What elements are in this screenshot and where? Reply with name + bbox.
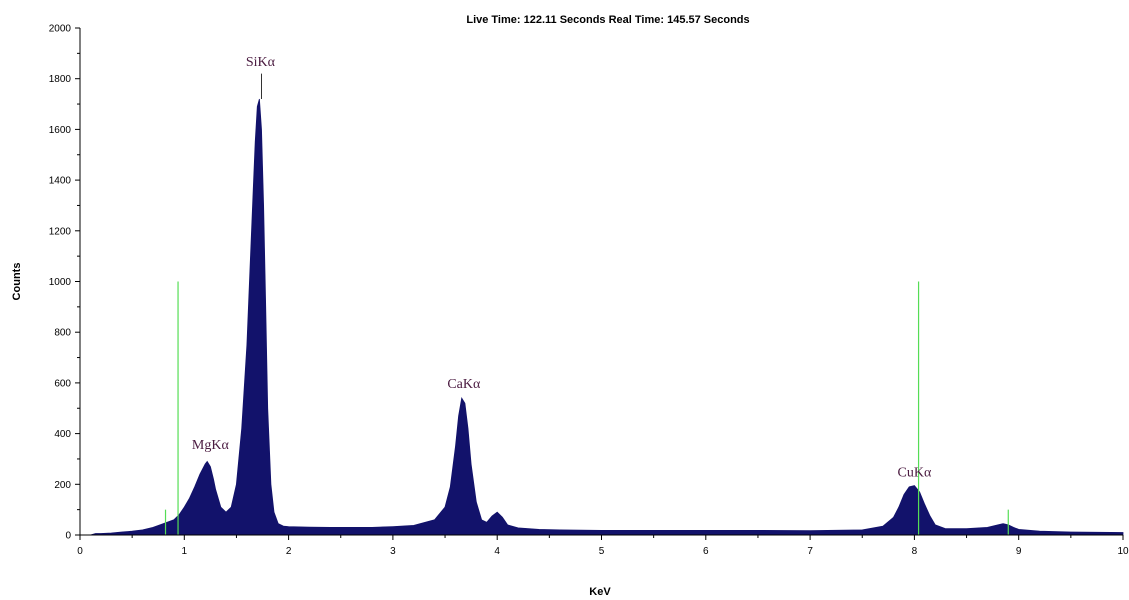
y-tick-label: 600 — [54, 378, 71, 389]
peak-label: CaKα — [447, 377, 481, 392]
x-tick-label: 8 — [912, 546, 918, 557]
y-tick-label: 400 — [54, 429, 71, 440]
peak-label: CuKα — [898, 466, 932, 481]
y-tick-label: 200 — [54, 480, 71, 491]
y-tick-label: 800 — [54, 328, 71, 339]
chart-title: Live Time: 122.11 Seconds Real Time: 145… — [466, 14, 749, 26]
y-tick-label: 1600 — [49, 125, 72, 136]
y-tick-label: 1800 — [49, 74, 72, 85]
x-tick-label: 7 — [807, 546, 813, 557]
y-tick-label: 2000 — [49, 24, 72, 35]
peak-label: MgKα — [192, 438, 230, 453]
y-tick-label: 1400 — [49, 176, 72, 187]
plot-area: 0 200 400 600 800 1000 1200 1400 1600 1800 2000 0 1 2… — [49, 24, 1129, 558]
x-tick-label: 5 — [599, 546, 605, 557]
x-tick-label: 3 — [390, 546, 396, 557]
y-axis-title: Counts — [11, 263, 23, 301]
y-tick-label: 0 — [65, 531, 71, 542]
x-tick-label: 4 — [494, 546, 500, 557]
x-tick-label: 2 — [286, 546, 292, 557]
y-tick-label: 1000 — [49, 277, 72, 288]
y-tick-label: 1200 — [49, 226, 72, 237]
x-axis-title: KeV — [589, 586, 611, 598]
x-tick-label: 9 — [1016, 546, 1022, 557]
peak-label: SiKα — [246, 55, 276, 70]
x-tick-label: 10 — [1117, 546, 1129, 557]
x-tick-label: 0 — [77, 546, 83, 557]
spectrum-area-0 — [80, 98, 1124, 536]
x-tick-label: 6 — [703, 546, 709, 557]
x-tick-label: 1 — [182, 546, 188, 557]
